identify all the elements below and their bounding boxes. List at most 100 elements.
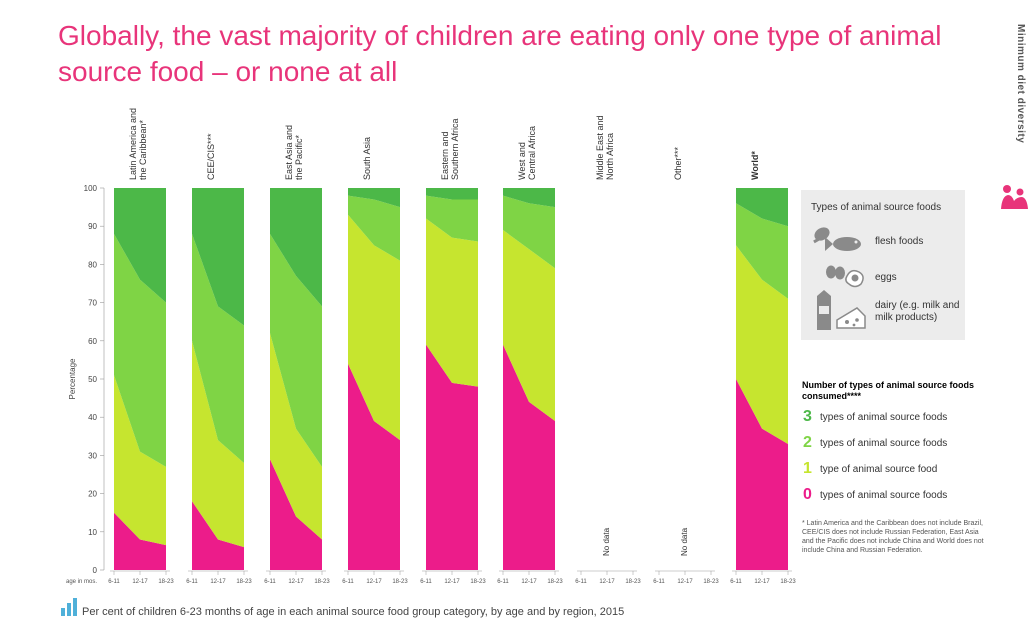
count-label: types of animal source foods — [820, 437, 948, 449]
legend-item-flesh: flesh foods — [809, 220, 965, 264]
age-tick-label: 6-11 — [264, 579, 276, 585]
area-band-1-type — [736, 245, 788, 444]
age-tick-label: 6-11 — [186, 579, 198, 585]
y-tick-label: 70 — [88, 299, 97, 308]
y-tick-label: 30 — [88, 451, 97, 460]
area-band-1-type — [114, 375, 166, 546]
count-number: 2 — [803, 434, 812, 451]
area-band-3-types — [192, 188, 244, 326]
area-band-2-types — [426, 195, 478, 242]
area-band-2-types — [348, 195, 400, 261]
region-label: Latin America andthe Caribbean* — [128, 108, 148, 180]
area-band-1-type — [426, 218, 478, 387]
area-band-3-types — [426, 188, 478, 200]
age-tick-label: 6-11 — [497, 579, 509, 585]
region-label: East Asia andthe Pacific* — [284, 125, 304, 180]
age-tick-label: 12-17 — [521, 579, 537, 585]
region-label: Other*** — [673, 146, 683, 180]
flesh-foods-icon — [813, 227, 861, 251]
age-tick-label: 18-23 — [158, 579, 174, 585]
age-tick-label: 12-17 — [599, 579, 615, 585]
age-tick-label: 18-23 — [236, 579, 252, 585]
no-data-label: No data — [680, 527, 689, 556]
area-band-3-types — [270, 188, 322, 307]
y-tick-label: 10 — [88, 528, 97, 537]
area-band-0-types — [192, 501, 244, 570]
y-axis-label: Percentage — [68, 358, 77, 399]
count-label: types of animal source foods — [820, 411, 948, 423]
area-band-0-types — [736, 379, 788, 570]
area-band-3-types — [348, 188, 400, 208]
region-label: South Asia — [362, 137, 372, 180]
area-band-2-types — [270, 233, 322, 467]
y-tick-label: 50 — [88, 375, 97, 384]
area-band-3-types — [114, 188, 166, 303]
count-legend-item: 3 types of animal source foods — [803, 408, 947, 426]
footnote: * Latin America and the Caribbean does n… — [802, 520, 984, 554]
dairy-icon — [817, 290, 866, 330]
area-band-1-type — [270, 333, 322, 540]
area-band-0-types — [348, 363, 400, 570]
legend-title: Types of animal source foods — [811, 202, 942, 213]
y-tick-label: 40 — [88, 413, 97, 422]
age-tick-label: 18-23 — [392, 579, 408, 585]
eggs-icon — [826, 265, 864, 288]
region-label: Eastern andSouthern Africa — [440, 118, 460, 180]
legend-item-dairy: dairy (e.g. milk and milk products) — [809, 290, 965, 334]
age-tick-label: 18-23 — [470, 579, 486, 585]
count-legend-item: 1 type of animal source food — [803, 460, 937, 478]
count-label: type of animal source food — [820, 463, 938, 475]
y-tick-label: 80 — [88, 260, 97, 269]
age-tick-label: 6-11 — [730, 579, 742, 585]
count-number: 0 — [803, 486, 812, 503]
count-number: 1 — [803, 460, 812, 477]
age-tick-label: 18-23 — [625, 579, 641, 585]
area-band-2-types — [114, 233, 166, 467]
age-tick-label: 12-17 — [677, 579, 693, 585]
count-legend-item: 2 types of animal source foods — [803, 434, 947, 452]
family-icon — [1001, 185, 1028, 209]
area-band-1-type — [348, 214, 400, 441]
age-tick-label: 6-11 — [108, 579, 120, 585]
age-tick-label: 18-23 — [314, 579, 330, 585]
area-band-3-types — [503, 188, 555, 208]
region-label: Middle East andNorth Africa — [595, 115, 615, 180]
region-label: West andCentral Africa — [517, 126, 537, 180]
figure-caption: Per cent of children 6-23 months of age … — [82, 606, 625, 618]
age-tick-label: 18-23 — [780, 579, 796, 585]
bar-chart-icon — [61, 598, 77, 616]
age-tick-label: 6-11 — [653, 579, 665, 585]
age-tick-label: 6-11 — [575, 579, 587, 585]
age-tick-label: 12-17 — [444, 579, 460, 585]
region-label: World* — [750, 151, 760, 180]
count-label: types of animal source foods — [820, 489, 948, 501]
age-tick-label: 18-23 — [703, 579, 719, 585]
age-tick-label: 12-17 — [288, 579, 304, 585]
y-tick-label: 20 — [88, 490, 97, 499]
legend-item-eggs: eggs — [809, 256, 965, 300]
area-band-1-type — [503, 230, 555, 422]
area-band-2-types — [503, 195, 555, 269]
no-data-label: No data — [602, 527, 611, 556]
age-axis-label: age in mos. — [66, 579, 97, 585]
area-band-0-types — [503, 344, 555, 570]
age-tick-label: 12-17 — [210, 579, 226, 585]
area-band-2-types — [192, 233, 244, 464]
region-label: CEE/CIS*** — [206, 133, 216, 180]
area-band-0-types — [114, 512, 166, 570]
age-tick-label: 12-17 — [754, 579, 770, 585]
count-legend-item: 0 types of animal source foods — [803, 486, 947, 504]
area-band-0-types — [426, 344, 478, 570]
chart: 0 10 20 30 40 50 60 70 80 90 100 Percentage age in m… — [66, 108, 796, 585]
sidebar-section-label: Minimum diet diversity — [1015, 24, 1026, 144]
area-band-0-types — [270, 459, 322, 570]
legend-item-label: eggs — [875, 272, 897, 283]
age-tick-label: 12-17 — [366, 579, 382, 585]
food-type-legend: Types of animal source foods flesh foods… — [801, 190, 965, 340]
y-tick-label: 0 — [93, 566, 98, 575]
age-tick-label: 18-23 — [547, 579, 563, 585]
area-band-2-types — [736, 203, 788, 299]
legend-item-label: flesh foods — [875, 236, 924, 247]
count-legend-title: Number of types of animal source foods c… — [802, 380, 975, 401]
page-title: Globally, the vast majority of children … — [58, 20, 942, 87]
